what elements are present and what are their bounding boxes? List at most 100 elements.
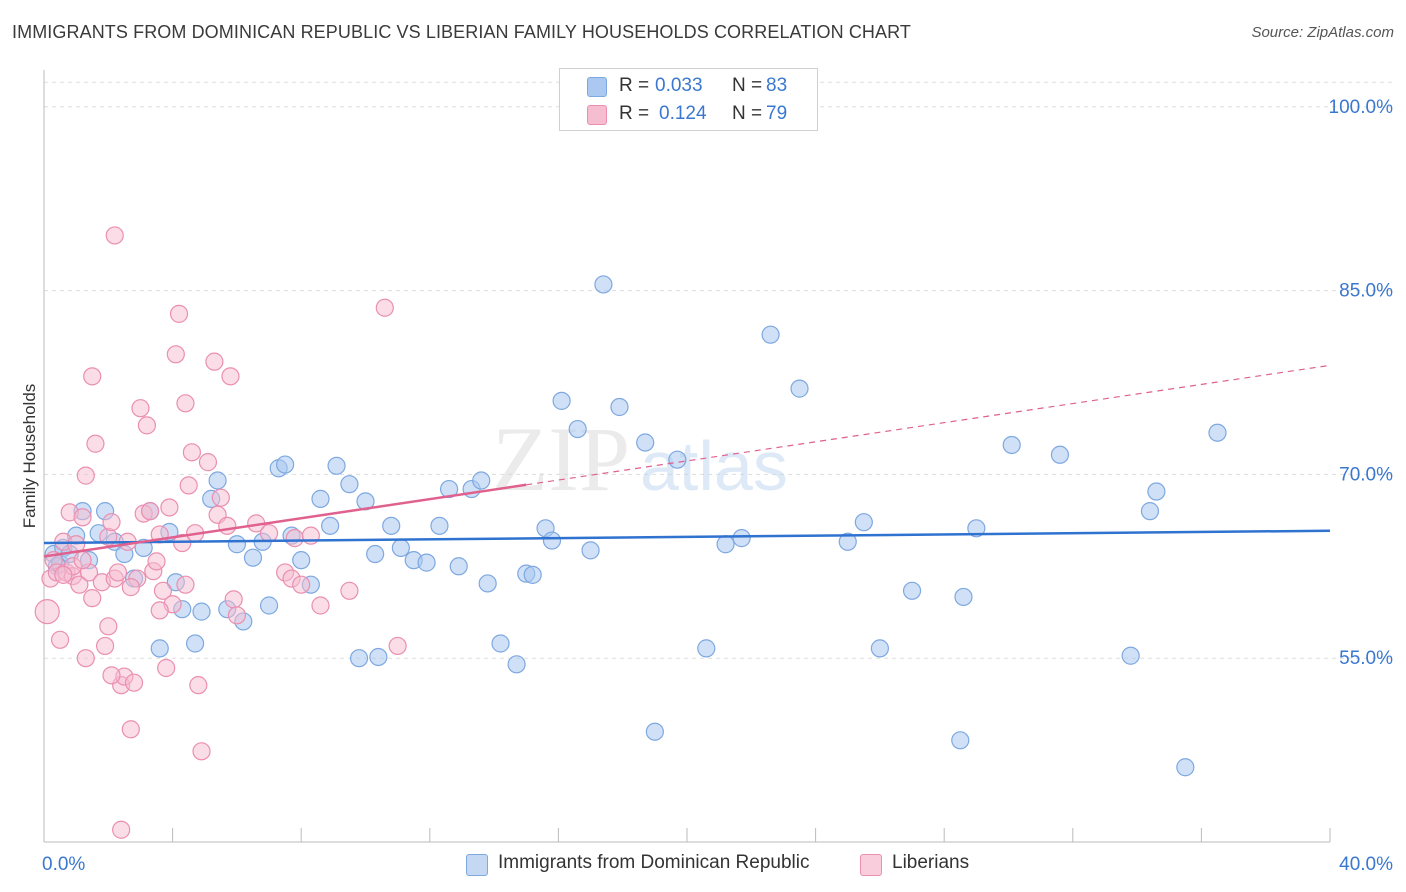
data-point-liberian xyxy=(224,590,243,609)
data-point-dominican xyxy=(478,574,497,593)
data-point-dominican xyxy=(507,655,526,674)
data-point-dominican xyxy=(790,379,809,398)
data-point-dominican xyxy=(366,544,385,564)
data-point-liberian xyxy=(189,676,208,695)
data-point-liberian xyxy=(179,476,198,495)
bottom-legend-liberian: Liberians xyxy=(860,852,1000,876)
data-point-liberian xyxy=(157,658,176,678)
data-point-dominican xyxy=(369,647,388,667)
data-point-liberian xyxy=(54,565,73,584)
legend-swatch-liberian xyxy=(587,105,607,125)
data-point-dominican xyxy=(645,722,664,741)
data-point-liberian xyxy=(176,575,195,594)
data-point-dominican xyxy=(542,531,562,550)
data-point-dominican xyxy=(594,275,613,294)
data-point-dominican xyxy=(227,535,246,554)
bottom-legend-label-liberian: Liberians xyxy=(892,852,970,873)
data-point-liberian xyxy=(205,352,224,371)
data-point-dominican xyxy=(761,325,780,344)
data-point-liberian xyxy=(99,617,118,636)
data-point-dominican xyxy=(838,532,857,551)
data-point-liberian xyxy=(311,596,330,615)
data-point-liberian xyxy=(121,578,140,597)
data-point-dominican xyxy=(192,602,211,621)
data-point-dominican xyxy=(134,538,153,558)
bottom-legend-dominican: Immigrants from Dominican Republic xyxy=(466,852,846,876)
data-point-dominican xyxy=(1147,482,1166,501)
data-point-dominican xyxy=(1050,445,1070,464)
data-point-liberian xyxy=(140,502,160,521)
data-point-dominican xyxy=(668,450,687,469)
legend-n-value-liberian: 79 xyxy=(766,103,788,124)
data-point-dominican xyxy=(186,634,205,653)
trend-line-liberian-dashed xyxy=(526,364,1331,486)
data-point-dominican xyxy=(697,639,716,658)
data-point-dominican xyxy=(951,731,970,750)
data-point-dominican xyxy=(716,535,735,554)
data-point-liberian xyxy=(105,226,124,245)
axes xyxy=(43,70,1331,843)
data-point-liberian xyxy=(221,367,240,386)
data-point-dominican xyxy=(1208,423,1227,442)
data-point-liberian xyxy=(121,720,140,739)
legend-swatch-dominican xyxy=(587,77,607,97)
y-tick-label: 70.0% xyxy=(1339,464,1393,485)
y-tick-label: 100.0% xyxy=(1329,97,1394,118)
data-point-liberian xyxy=(176,394,195,413)
data-point-liberian xyxy=(227,606,246,625)
data-point-dominican xyxy=(902,581,922,600)
data-point-liberian xyxy=(259,524,279,543)
data-point-liberian xyxy=(340,581,359,600)
data-point-liberian xyxy=(160,498,179,517)
legend-r-value-liberian: 0.124 xyxy=(659,103,707,124)
data-point-dominican xyxy=(954,587,973,607)
trend-lines xyxy=(43,364,1331,558)
data-point-dominican xyxy=(1121,646,1140,665)
data-point-liberian xyxy=(86,434,105,453)
bottom-legend-swatch-dominican xyxy=(466,854,488,876)
data-point-liberian xyxy=(73,551,92,570)
data-point-dominican xyxy=(1176,758,1195,777)
y-tick-label: 85.0% xyxy=(1339,281,1393,302)
data-point-liberian xyxy=(198,453,218,472)
data-point-liberian xyxy=(211,488,230,507)
watermark: ZIP atlas xyxy=(492,408,788,510)
series-liberian-points xyxy=(34,226,407,839)
data-point-liberian xyxy=(137,416,156,435)
data-point-liberian xyxy=(83,589,102,608)
legend-r-label: R = xyxy=(619,103,650,124)
data-point-liberian xyxy=(166,345,185,364)
data-point-liberian xyxy=(73,508,92,527)
data-point-dominican xyxy=(523,565,542,584)
data-point-dominican xyxy=(327,456,346,475)
data-point-dominican xyxy=(311,489,330,508)
data-point-liberian xyxy=(375,298,394,317)
data-point-liberian xyxy=(192,742,211,761)
data-point-dominican xyxy=(150,639,169,658)
legend-n-value-dominican: 83 xyxy=(766,75,788,96)
data-point-dominican xyxy=(491,634,510,653)
data-point-dominican xyxy=(276,455,295,474)
data-point-liberian xyxy=(285,529,304,548)
legend-r-label: R = xyxy=(619,75,650,96)
data-point-dominican xyxy=(340,475,359,494)
data-point-liberian xyxy=(112,820,131,839)
data-point-dominican xyxy=(732,529,751,548)
legend-row-liberian: R = 0.124 N = 79 xyxy=(560,101,817,127)
data-point-dominican xyxy=(449,557,468,576)
data-point-dominican xyxy=(854,513,873,532)
data-point-dominican xyxy=(349,649,369,668)
data-point-liberian xyxy=(34,599,60,625)
data-point-liberian xyxy=(76,466,95,485)
data-point-liberian xyxy=(218,516,237,535)
data-point-dominican xyxy=(636,433,655,452)
source-label: Source: ZipAtlas.com xyxy=(1251,24,1394,41)
data-point-liberian xyxy=(388,636,407,656)
data-point-liberian xyxy=(182,443,201,462)
data-point-dominican xyxy=(430,516,449,535)
data-point-liberian xyxy=(50,630,70,649)
data-point-dominican xyxy=(568,419,587,439)
legend-row-dominican: R = 0.033 N = 83 xyxy=(560,73,817,99)
data-point-liberian xyxy=(108,563,128,582)
